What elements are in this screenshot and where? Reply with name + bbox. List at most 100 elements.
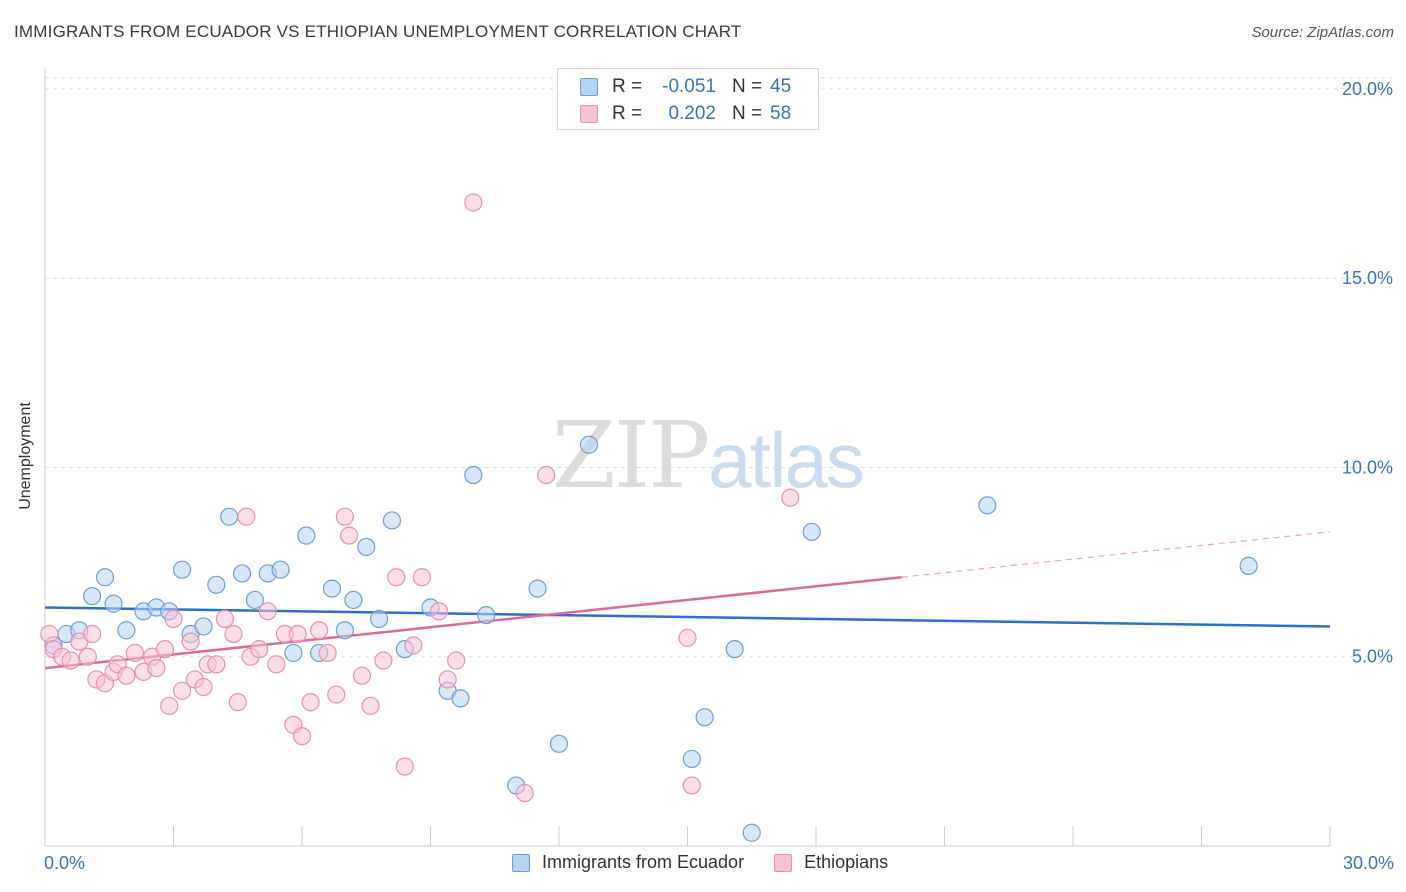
- point-ecuador: [245, 590, 264, 610]
- point-ethiopians: [374, 651, 393, 670]
- point-ethiopians: [318, 643, 337, 663]
- point-ethiopians: [83, 624, 102, 644]
- point-ecuador: [742, 823, 761, 842]
- point-ecuador: [83, 587, 102, 606]
- point-ecuador: [271, 560, 290, 579]
- trend-line-ecuador: [44, 606, 1331, 628]
- point-ethiopians: [361, 696, 380, 716]
- point-ethiopians: [172, 681, 192, 700]
- legend-swatch-pink: [580, 105, 598, 123]
- point-ethiopians: [288, 624, 307, 644]
- point-ecuador: [172, 560, 192, 579]
- point-ethiopians: [78, 647, 97, 666]
- point-ethiopians: [125, 643, 145, 663]
- point-ethiopians: [301, 693, 320, 712]
- point-ecuador: [284, 643, 303, 663]
- point-ethiopians: [335, 507, 354, 526]
- point-ecuador: [802, 522, 821, 541]
- r-value: -0.051: [662, 76, 716, 97]
- point-ethiopians: [682, 776, 701, 795]
- point-ecuador: [549, 734, 569, 753]
- point-ecuador: [682, 749, 701, 769]
- trend-lines: [44, 531, 1331, 670]
- point-ethiopians: [310, 621, 329, 640]
- y-tick-label: 5.0%: [1352, 647, 1393, 667]
- point-ethiopians: [447, 651, 466, 670]
- r-label: R =: [612, 76, 643, 97]
- point-ethiopians: [181, 632, 200, 651]
- point-ecuador: [344, 590, 363, 610]
- data-points: [40, 193, 1258, 842]
- point-ethiopians: [537, 465, 556, 485]
- point-ecuador: [695, 708, 714, 727]
- x-tick-label: 30.0%: [1343, 853, 1394, 873]
- point-ecuador: [464, 465, 483, 485]
- watermark-zip: ZIP: [552, 402, 710, 509]
- point-ethiopians: [340, 526, 359, 545]
- point-ethiopians: [228, 693, 247, 712]
- point-ethiopians: [155, 640, 175, 659]
- point-ecuador: [232, 564, 252, 583]
- trend-line-ethiopians: [44, 575, 902, 670]
- point-ethiopians: [412, 568, 432, 587]
- y-tick-label: 10.0%: [1342, 457, 1393, 477]
- n-value: 45: [770, 76, 792, 97]
- point-ecuador: [370, 609, 389, 628]
- n-label: N =: [732, 103, 763, 124]
- point-ethiopians: [164, 609, 183, 628]
- point-ethiopians: [678, 628, 697, 647]
- point-ethiopians: [267, 655, 286, 674]
- x-tick-label: 0.0%: [44, 853, 85, 873]
- point-ecuador: [335, 621, 354, 640]
- r-value: 0.202: [668, 103, 716, 124]
- point-ethiopians: [194, 677, 213, 697]
- r-label: R =: [612, 103, 643, 124]
- point-ecuador: [357, 537, 376, 557]
- point-ecuador: [1239, 556, 1258, 575]
- point-ecuador: [528, 579, 547, 598]
- point-ecuador: [104, 594, 123, 613]
- point-ecuador: [117, 621, 136, 640]
- point-ecuador: [207, 575, 226, 594]
- point-ethiopians: [117, 666, 136, 685]
- trend-line-ext-ethiopians: [901, 531, 1331, 578]
- legend-item-ecuador[interactable]: Immigrants from Ecuador: [512, 852, 744, 873]
- legend-swatch-pink: [774, 853, 793, 872]
- point-ecuador: [978, 496, 997, 515]
- point-ecuador: [95, 568, 115, 587]
- point-ecuador: [322, 579, 342, 598]
- legend-swatch-blue: [512, 853, 530, 872]
- stats-row-ethiopians: R = 0.202 N = 58: [580, 102, 791, 126]
- point-ethiopians: [327, 685, 346, 704]
- point-ethiopians: [237, 507, 256, 526]
- point-ethiopians: [40, 624, 59, 644]
- y-tick-label: 15.0%: [1342, 268, 1393, 288]
- legend-label-ethiopians: Ethiopians: [804, 852, 889, 872]
- point-ethiopians: [215, 609, 234, 628]
- tick-labels: 5.0% 10.0% 15.0% 20.0% 0.0% 30.0%: [44, 79, 1394, 873]
- point-ethiopians: [464, 193, 483, 212]
- point-ethiopians: [438, 670, 457, 689]
- point-ethiopians: [292, 727, 312, 746]
- point-ethiopians: [61, 651, 80, 670]
- legend-item-ethiopians[interactable]: Ethiopians: [774, 852, 888, 873]
- point-ecuador: [194, 617, 213, 636]
- point-ethiopians: [258, 602, 277, 621]
- legend-swatch-blue: [580, 78, 598, 96]
- source-label: Source: ZipAtlas.com: [1251, 24, 1394, 41]
- point-ethiopians: [224, 624, 243, 644]
- point-ecuador: [579, 435, 599, 454]
- series-legend: Immigrants from Ecuador Ethiopians: [512, 852, 918, 873]
- point-ethiopians: [515, 783, 534, 803]
- point-ecuador: [382, 511, 402, 530]
- point-ethiopians: [395, 757, 414, 776]
- point-ethiopians: [352, 666, 372, 685]
- watermark: ZIPatlas: [552, 402, 865, 509]
- point-ethiopians: [429, 602, 449, 621]
- point-ethiopians: [404, 636, 423, 655]
- stats-row-ecuador: R = -0.051 N = 45: [580, 75, 791, 99]
- point-ecuador: [220, 507, 239, 526]
- chart-title: IMMIGRANTS FROM ECUADOR VS ETHIOPIAN UNE…: [14, 22, 742, 41]
- y-tick-label: 20.0%: [1342, 79, 1393, 99]
